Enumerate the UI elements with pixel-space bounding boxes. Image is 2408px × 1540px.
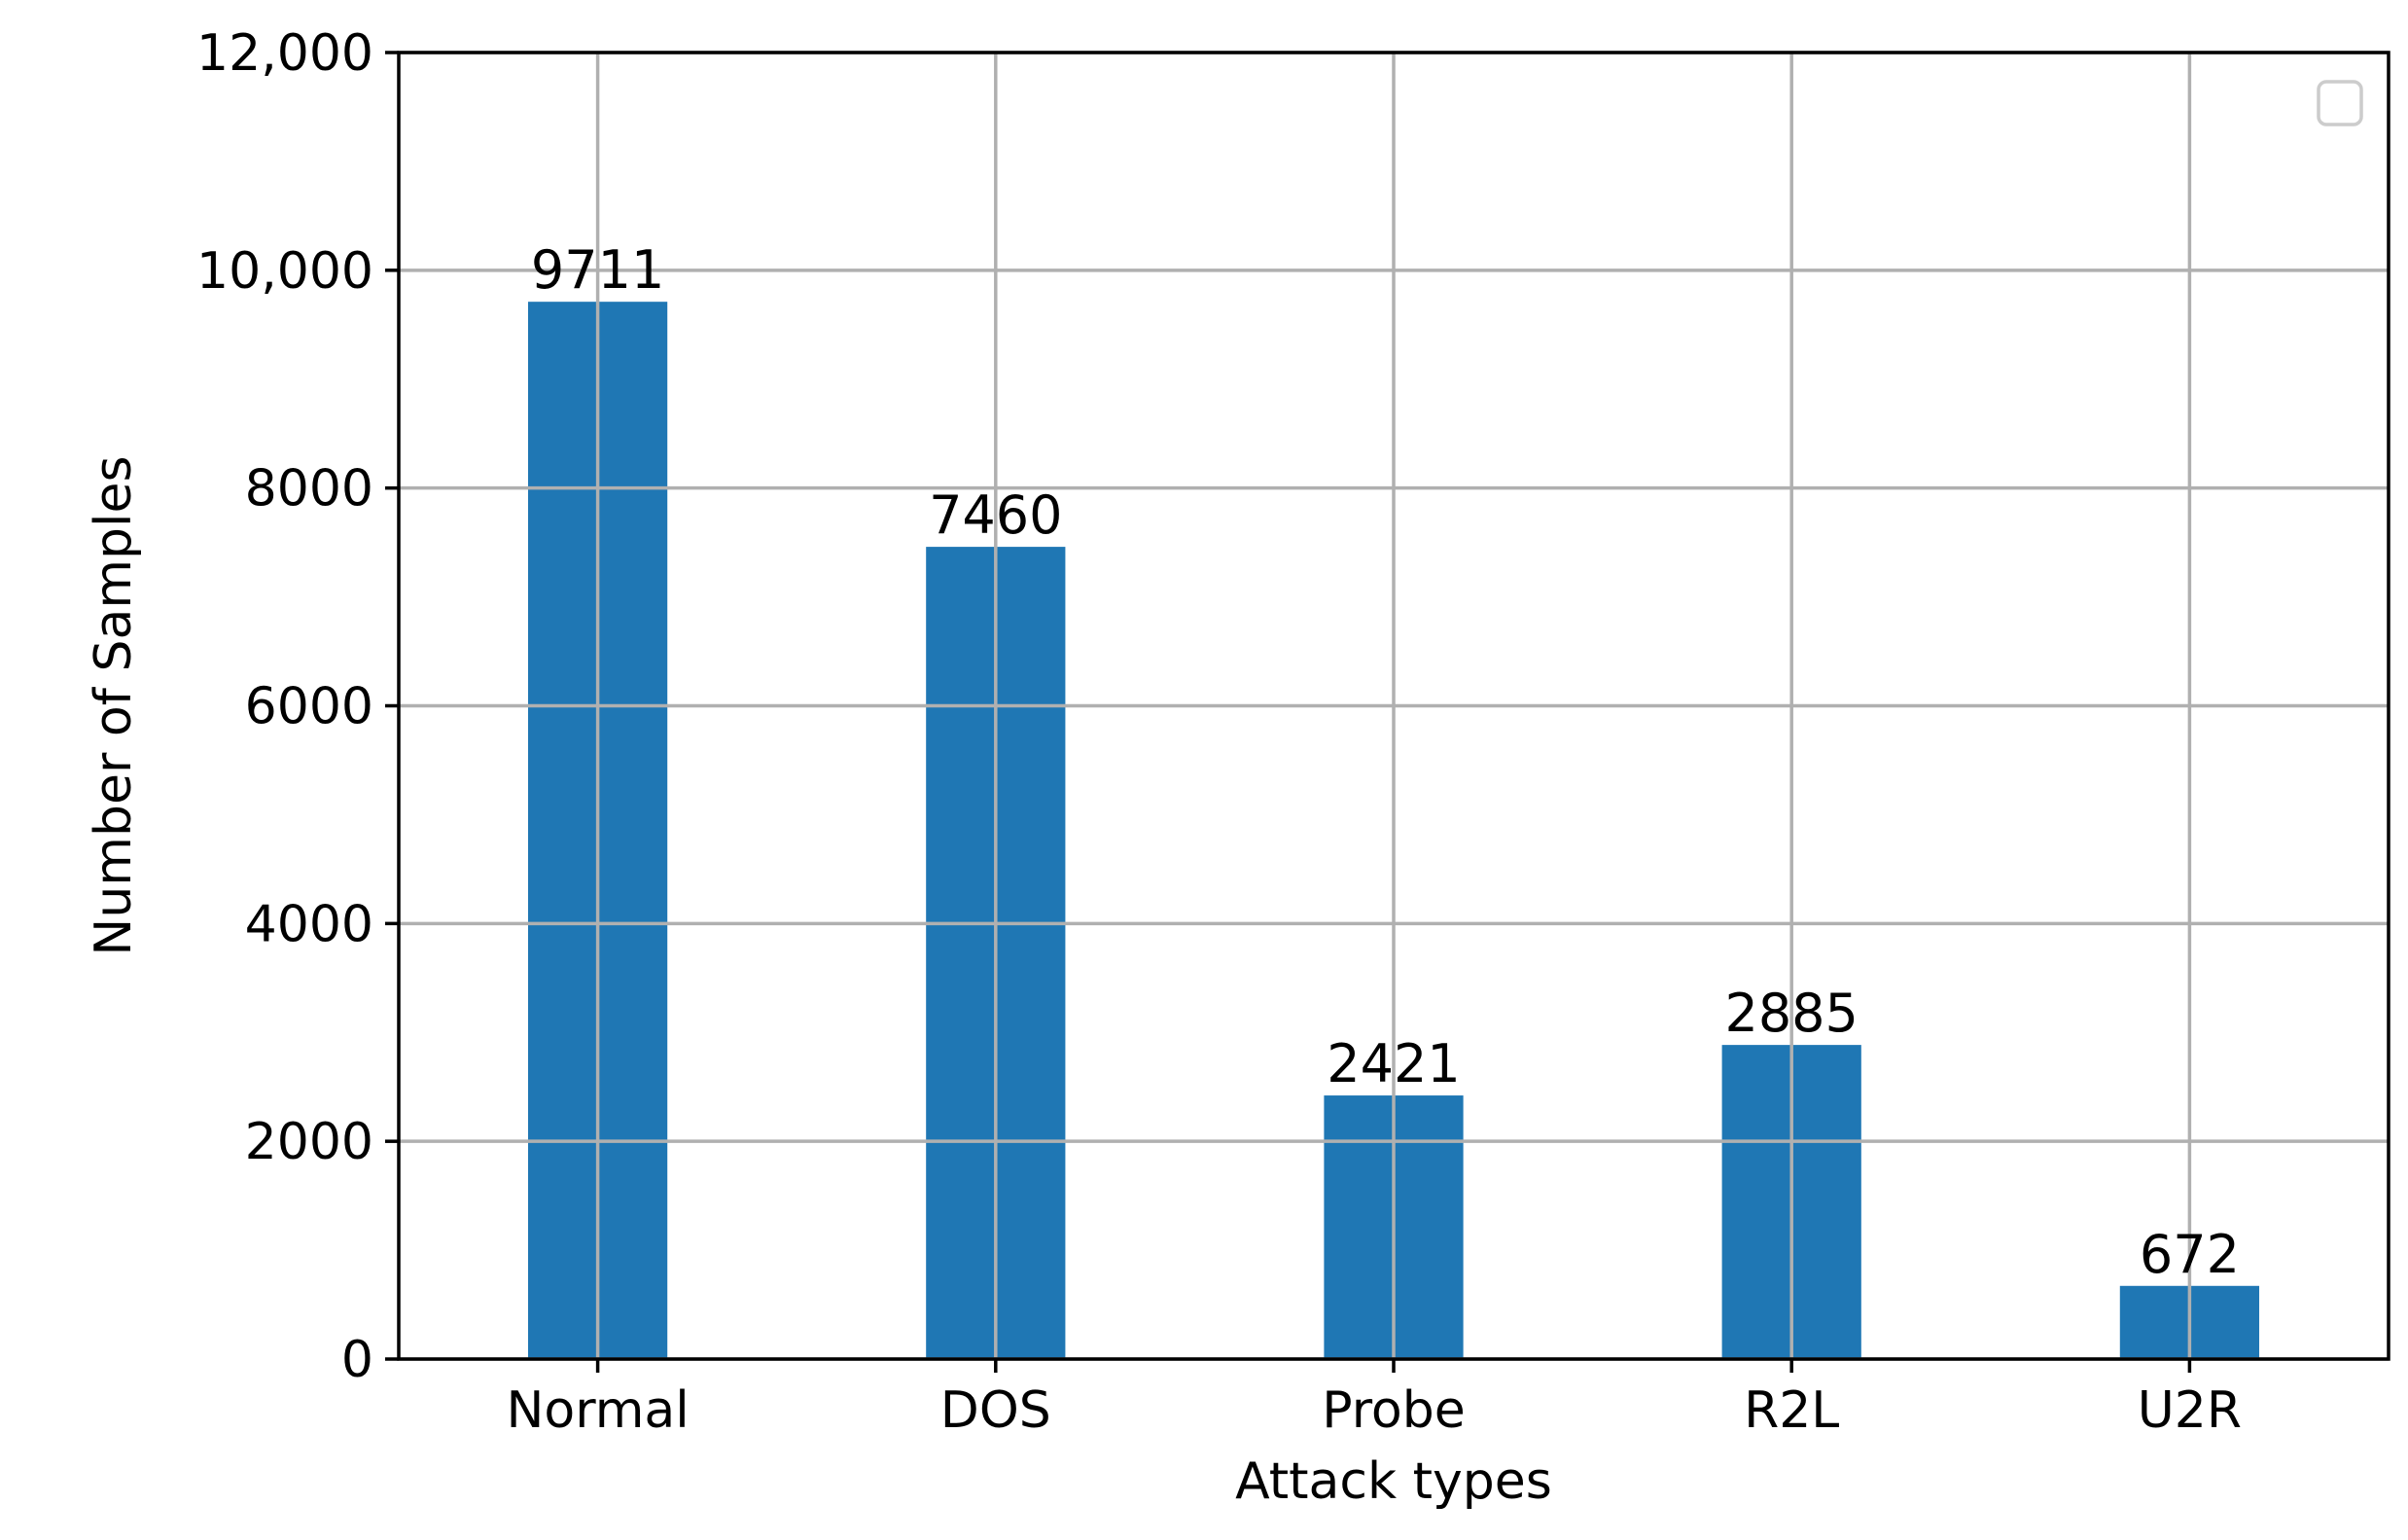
y-axis-ticks: 0 2000 4000 6000 8000 10,000 12,000	[196, 24, 399, 1389]
data-label: 2885	[1724, 983, 1858, 1044]
y-tick-label: 0	[341, 1331, 373, 1389]
y-tick-label: 2000	[245, 1113, 373, 1171]
data-labels: 9711 7460 2421 2885 672	[531, 239, 2240, 1285]
data-label: 2421	[1327, 1033, 1460, 1094]
x-tick-label: Normal	[507, 1381, 690, 1440]
data-label: 7460	[929, 484, 1062, 546]
data-label: 9711	[531, 239, 664, 301]
x-axis-ticks: Normal DOS Probe R2L U2R	[507, 1359, 2242, 1440]
data-label: 672	[2140, 1224, 2240, 1285]
legend	[2317, 80, 2363, 126]
y-axis-title: Number of Samples	[85, 455, 143, 955]
x-tick-label: U2R	[2138, 1381, 2242, 1440]
y-tick-label: 12,000	[196, 24, 373, 83]
y-tick-label: 10,000	[196, 242, 373, 301]
y-tick-label: 8000	[245, 460, 373, 519]
y-tick-label: 6000	[245, 678, 373, 736]
x-tick-label: R2L	[1744, 1381, 1839, 1440]
x-tick-label: DOS	[940, 1381, 1051, 1440]
y-tick-label: 4000	[245, 895, 373, 953]
x-tick-label: Probe	[1322, 1381, 1466, 1440]
x-axis-title: Attack types	[1235, 1452, 1552, 1511]
